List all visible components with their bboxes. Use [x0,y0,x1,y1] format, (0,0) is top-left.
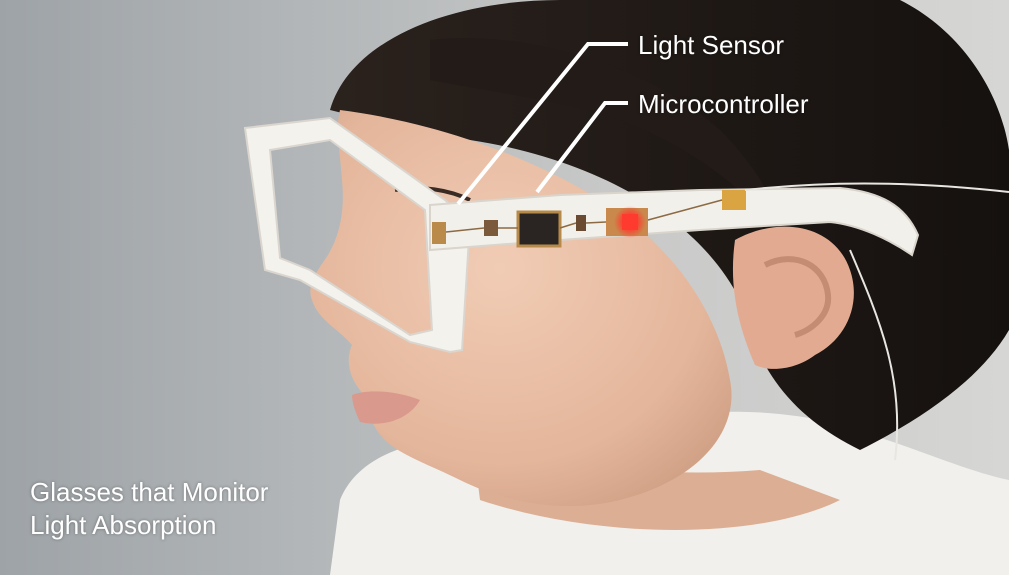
lips [352,391,420,424]
component-chip-1 [432,222,446,244]
hair-front [430,38,790,250]
leader-line-microcontroller [535,101,628,194]
ear-inner [763,256,832,338]
light-sensor-chip [722,190,746,210]
component-chip-2 [484,220,498,236]
caption-line-1: Glasses that Monitor [30,477,269,507]
label-microcontroller: Microcontroller [638,89,809,119]
leader-line-light-sensor [456,42,628,206]
led [622,214,638,230]
wire [744,182,1009,461]
ear [732,226,854,369]
caption-line-2: Light Absorption [30,510,217,540]
circuit-traces [445,199,723,233]
label-light-sensor: Light Sensor [638,30,784,60]
glasses-frame [243,116,472,354]
component-chip-3 [576,215,586,231]
microcontroller-chip [516,210,562,248]
hair [330,0,1009,450]
caption: Glasses that Monitor Light Absorption [30,476,268,542]
face [310,110,732,507]
